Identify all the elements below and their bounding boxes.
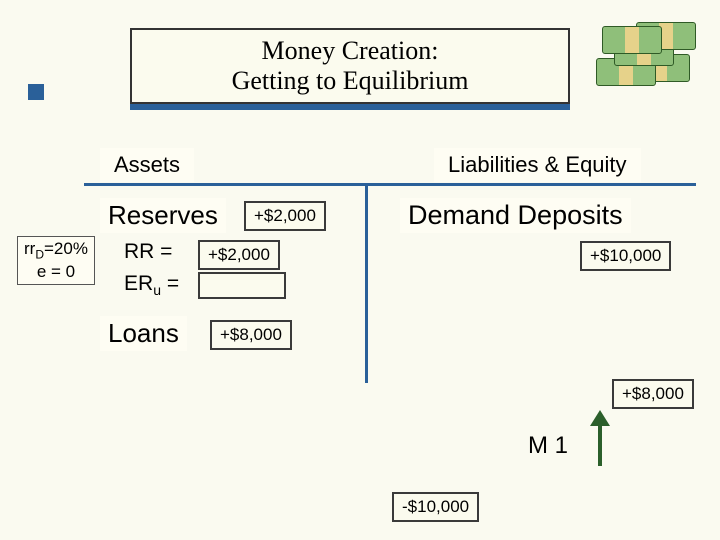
params-l1-sub: D — [35, 247, 44, 261]
dd-label: Demand Deposits — [400, 198, 631, 233]
params-l1-post: =20% — [44, 239, 88, 258]
params-note: rrD=20% e = 0 — [17, 236, 95, 285]
title-line2: Getting to Equilibrium — [232, 66, 469, 95]
money-stack-icon-2 — [400, 400, 500, 464]
up-arrow-icon — [598, 424, 602, 466]
eru-suf: = — [161, 272, 179, 295]
t-left-h — [84, 183, 365, 186]
t-vertical — [365, 183, 368, 383]
col-assets: Assets — [100, 148, 194, 182]
loans-amount: +$8,000 — [210, 320, 292, 350]
bullet-square — [28, 84, 44, 100]
params-l2: e = 0 — [37, 262, 75, 281]
dd-amount: +$10,000 — [580, 241, 671, 271]
m1-label: M 1 — [528, 432, 568, 460]
reserves-amount: +$2,000 — [244, 201, 326, 231]
page-title: Money Creation: Getting to Equilibrium — [130, 28, 570, 104]
eru-pre: ER — [124, 272, 153, 295]
eru-sub: u — [153, 282, 161, 298]
title-line1: Money Creation: — [262, 36, 439, 65]
eru-amount-blank — [198, 272, 286, 299]
outflow-amount: -$10,000 — [392, 492, 479, 522]
title-underline — [130, 104, 570, 110]
rr-amount: +$2,000 — [198, 240, 280, 270]
reserves-label: Reserves — [100, 198, 226, 233]
m1-delta: +$8,000 — [612, 379, 694, 409]
rr-label: RR = — [124, 240, 172, 264]
params-l1-pre: rr — [24, 239, 35, 258]
col-liabilities: Liabilities & Equity — [434, 148, 641, 182]
t-right-h — [368, 183, 696, 186]
loans-label: Loans — [100, 316, 187, 351]
eru-label: ERu = — [124, 272, 179, 298]
money-stack-icon — [586, 12, 706, 92]
